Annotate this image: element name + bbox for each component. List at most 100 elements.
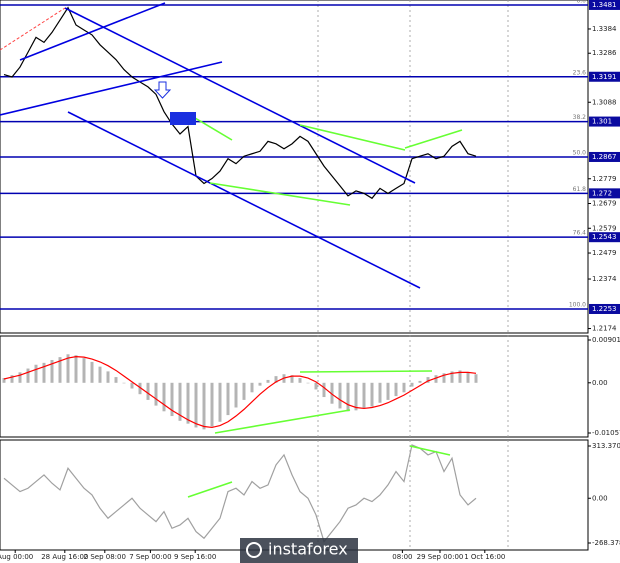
histogram-bar [42,362,46,383]
x-tick-label: 2 Sep 08:00 [84,553,126,561]
histogram-bar [362,382,366,409]
watermark-box [240,538,358,563]
divergence-line [404,129,463,149]
fib-ratio-label: 0.0 [576,0,586,4]
level-label-bg [589,303,620,314]
histogram-bar [154,382,158,406]
watermark-text: instaforex [268,540,348,559]
panel-layer [2,354,478,430]
level-price-label: 1.272 [592,189,612,197]
histogram-bar [90,361,94,383]
divergence-line [209,182,351,206]
histogram-bar [394,382,398,397]
histogram-bar [330,382,334,404]
fib-ratio-label: 76.4 [573,230,587,237]
histogram-bar [114,377,118,383]
histogram-bar [370,382,374,407]
fib-ratio-label: 100.0 [569,301,586,308]
y-tick-label: 1.3088 [592,98,617,106]
divergence-line [187,481,233,498]
divergence-line [409,445,451,456]
histogram-bar [18,372,22,383]
x-tick-label: 1 Oct 16:00 [464,553,505,561]
histogram-bar [346,382,350,412]
histogram-bar [410,382,414,387]
vertical-grid [317,0,509,550]
divergence-line [299,370,433,373]
histogram-bar [130,382,134,389]
histogram-bar [98,366,102,383]
histogram-bar [338,382,342,409]
series-line [3,6,477,200]
level-label-bg [589,116,620,127]
histogram-bar [450,371,454,383]
x-tick-label: 7 Sep 00:00 [129,553,171,561]
histogram-bar [322,382,326,398]
level-price-label: 1.2543 [592,233,617,241]
histogram-bar [106,371,110,383]
histogram-bar [386,382,390,400]
divergence-line [299,124,406,151]
series-line [3,444,477,543]
histogram-bar [402,382,406,393]
histogram-bar [274,376,278,383]
histogram-bar [266,379,270,383]
histogram-bar [434,375,438,383]
level-price-label: 1.301 [592,118,612,126]
watermark-logo [246,542,262,558]
level-label-bg [589,188,620,199]
level-price-label: 1.2867 [592,153,617,161]
histogram-bar [202,382,206,430]
histogram-bar [170,382,174,417]
y-tick-label: 1.3286 [592,49,617,57]
level-label-bg [589,71,620,82]
fib-ratio-label: 50.0 [573,149,587,156]
down-arrow [153,81,172,99]
histogram-bar [50,359,54,383]
histogram-bar [122,382,126,384]
trend-line [0,61,223,116]
drawings [0,2,463,498]
level-label-bg [589,0,620,10]
panel-layer [0,4,588,310]
histogram-bar [138,382,142,395]
histogram-bar [82,358,86,383]
x-tick-label: 9 Sep 16:00 [174,553,216,561]
level-price-label: 1.3481 [592,1,617,9]
trend-line [64,7,416,184]
histogram-bar [298,378,302,383]
highlight-box [170,112,196,125]
histogram-bar [234,382,238,408]
fib-ratio-label: 61.8 [573,186,587,193]
x-tick-label: 08:00 [392,553,412,561]
panel-layer [3,444,477,543]
y-tick-label: 0.00901 [592,336,620,344]
histogram-bar [250,382,254,393]
histogram-bar [474,374,478,383]
level-label-bg [589,232,620,243]
histogram-bar [2,378,6,383]
level-price-label: 1.3191 [592,73,617,81]
histogram-bar [34,364,38,383]
dashed-line [0,7,66,51]
y-tick-label: 1.3384 [592,25,617,33]
fib-ratio-label: 23.6 [573,69,587,76]
level-price-label: 1.2253 [592,305,617,313]
histogram-bar [290,375,294,383]
histogram-bar [242,382,246,400]
histogram-bar [442,373,446,383]
histogram-bar [10,375,14,383]
histogram-bar [458,370,462,383]
histogram-bar [146,382,150,400]
series-line [3,356,477,429]
x-tick-label: 29 Sep 00:00 [417,553,464,561]
y-tick-label: 0.00 [592,379,608,387]
y-tick-label: 1.2479 [592,249,617,257]
histogram-bar [418,380,422,383]
y-tick-label: 313.3704 [592,442,620,450]
histogram-bar [378,382,382,403]
histogram-bar [194,382,198,428]
fib-ratio-label: 38.2 [573,114,587,121]
y-tick-label: -0.01057 [592,429,620,437]
histogram-bar [26,368,30,383]
